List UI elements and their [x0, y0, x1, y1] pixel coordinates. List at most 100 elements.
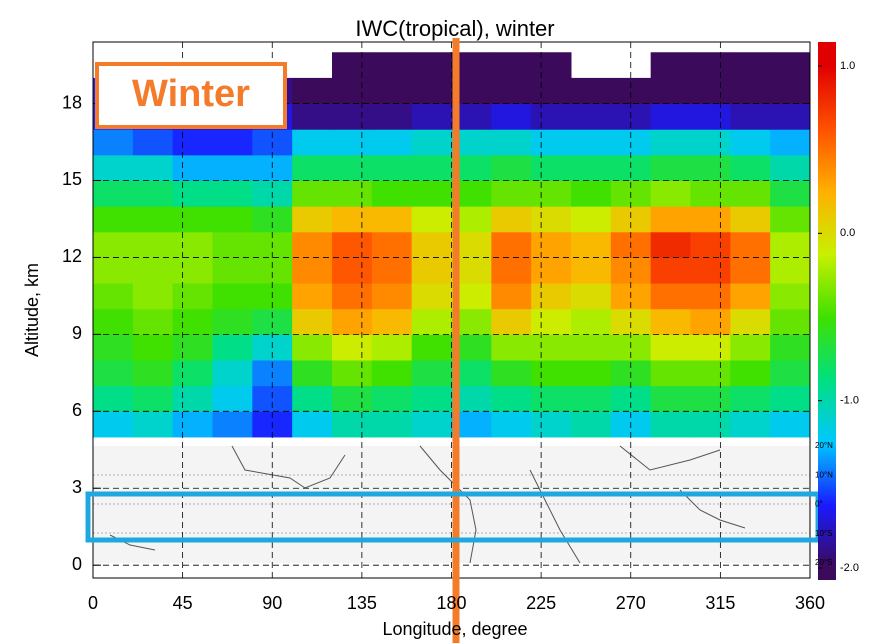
heatmap-cell	[411, 308, 452, 335]
colorbar	[818, 66, 836, 568]
heatmap-cell	[93, 334, 134, 361]
heatmap-cell	[491, 180, 532, 207]
map-lat-label: 10°S	[815, 529, 832, 538]
annotation-box	[95, 62, 287, 129]
y-tick-label: 18	[62, 92, 82, 112]
heatmap-cell	[690, 308, 731, 335]
heatmap-cell	[531, 129, 572, 156]
heatmap-cell	[411, 206, 452, 233]
heatmap-cell	[172, 231, 213, 258]
heatmap-cell	[491, 308, 532, 335]
heatmap-cell	[770, 283, 811, 310]
heatmap-cell	[770, 103, 811, 130]
heatmap-cell	[650, 154, 691, 181]
heatmap-cell	[212, 180, 253, 207]
heatmap-cell	[332, 360, 373, 387]
heatmap-cell	[491, 52, 532, 79]
heatmap-cell	[571, 103, 612, 130]
heatmap-cell	[371, 231, 413, 258]
heatmap-cell	[770, 257, 811, 284]
heatmap-cell	[332, 257, 373, 284]
heatmap-cell	[531, 206, 572, 233]
x-tick-label: 90	[262, 593, 282, 613]
heatmap-cell	[332, 334, 373, 361]
heatmap-cell	[93, 308, 134, 335]
heatmap-cell	[690, 206, 731, 233]
heatmap-cell	[610, 257, 652, 284]
heatmap-cell	[571, 231, 612, 258]
heatmap-cell	[172, 308, 213, 335]
heatmap-cell	[491, 103, 532, 130]
heatmap-cell	[491, 206, 532, 233]
heatmap-cell	[730, 103, 771, 130]
heatmap-cell	[332, 206, 373, 233]
heatmap-cell	[292, 283, 333, 310]
heatmap-cell	[172, 154, 213, 181]
heatmap-cell	[292, 129, 333, 156]
heatmap-cell	[411, 411, 452, 438]
heatmap-cell	[371, 206, 413, 233]
heatmap-cell	[371, 385, 413, 412]
heatmap-cell	[292, 257, 333, 284]
heatmap-cell	[132, 360, 174, 387]
heatmap-cell	[730, 52, 771, 79]
heatmap-cell	[650, 180, 691, 207]
heatmap-cell	[690, 283, 731, 310]
x-tick-label: 315	[705, 593, 735, 613]
heatmap-cell	[252, 257, 293, 284]
heatmap-cell	[212, 385, 253, 412]
heatmap-cell	[93, 180, 134, 207]
heatmap-cell	[292, 385, 333, 412]
heatmap-cell	[411, 180, 452, 207]
heatmap-cell	[371, 360, 413, 387]
heatmap-cell	[292, 231, 333, 258]
heatmap-cell	[93, 129, 134, 156]
heatmap-cell	[531, 180, 572, 207]
heatmap-cell	[132, 283, 174, 310]
heatmap-cell	[93, 257, 134, 284]
heatmap-cell	[650, 308, 691, 335]
heatmap-cell	[650, 360, 691, 387]
x-tick-label: 180	[436, 593, 466, 613]
heatmap-cell	[411, 129, 452, 156]
heatmap-cell	[411, 257, 452, 284]
heatmap-cell	[371, 129, 413, 156]
heatmap-cell	[93, 385, 134, 412]
y-tick-label: 3	[72, 477, 82, 497]
heatmap-cell	[491, 385, 532, 412]
y-tick-label: 15	[62, 169, 82, 189]
heatmap-cell	[571, 129, 612, 156]
heatmap-cell	[132, 308, 174, 335]
heatmap-cell	[730, 129, 771, 156]
heatmap-cell	[650, 411, 691, 438]
y-tick-label: 6	[72, 400, 82, 420]
x-tick-label: 0	[88, 593, 98, 613]
map-lat-label: 20°N	[815, 441, 833, 450]
heatmap-cell	[172, 129, 213, 156]
heatmap-cell	[371, 411, 413, 438]
heatmap-cell	[292, 334, 333, 361]
heatmap-cell	[491, 334, 532, 361]
heatmap-cell	[411, 77, 452, 105]
heatmap-cell	[650, 129, 691, 156]
heatmap-cell	[132, 129, 174, 156]
heatmap-cell	[292, 154, 333, 181]
heatmap-cell	[132, 411, 174, 438]
heatmap-cell	[770, 180, 811, 207]
heatmap-cell	[332, 52, 373, 79]
heatmap-cell	[371, 52, 413, 79]
heatmap-cell	[491, 129, 532, 156]
heatmap-cell	[770, 206, 811, 233]
heatmap-cell	[371, 180, 413, 207]
heatmap-cell	[650, 283, 691, 310]
heatmap-cell	[770, 154, 811, 181]
heatmap-cell	[93, 154, 134, 181]
heatmap-cell	[531, 231, 572, 258]
heatmap-cell	[132, 334, 174, 361]
heatmap-cell	[491, 283, 532, 310]
heatmap-cell	[650, 206, 691, 233]
heatmap-cell	[690, 129, 731, 156]
heatmap-cell	[411, 360, 452, 387]
heatmap-cell	[770, 334, 811, 361]
heatmap-cell	[690, 411, 731, 438]
